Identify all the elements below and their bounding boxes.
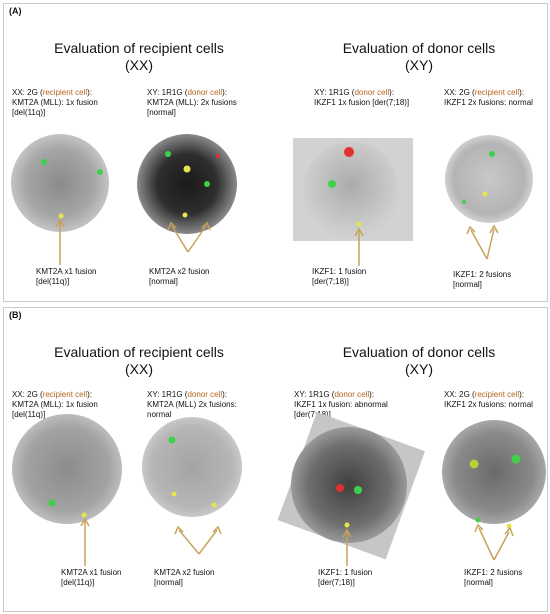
cell-description: XX: 2G (recipient cell): KMT2A (MLL): 1x… — [12, 88, 98, 117]
panel-a: (A) Evaluation of recipient cells (XX) E… — [3, 3, 548, 302]
cell-caption: IKZF1: 2 fusions [normal] — [453, 270, 512, 289]
cell-caption: KMT2A x2 fusion [normal] — [154, 568, 215, 587]
green-signal — [204, 181, 210, 187]
recipient-heading: Evaluation of recipient cells (XX) — [24, 344, 254, 378]
cell-description: XY: 1R1G (donor cell): KMT2A (MLL): 2x f… — [147, 88, 237, 117]
fusion-signal — [482, 191, 488, 197]
cell-caption: IKZF1: 2 fusions [normal] — [464, 568, 523, 587]
heading-title: Evaluation of recipient cells — [54, 344, 224, 360]
green-signal — [48, 499, 56, 507]
fusion-signal — [171, 491, 177, 497]
heading-sub: (XX) — [125, 361, 153, 377]
cell-description: XX: 2G (recipient cell): IKZF1 2x fusion… — [444, 390, 533, 409]
cell-caption: KMT2A x1 fusion [del(11q)] — [36, 267, 97, 286]
green-signal — [165, 151, 171, 157]
green-signal — [462, 200, 466, 204]
green-signal — [354, 486, 362, 494]
heading-title: Evaluation of donor cells — [342, 40, 496, 56]
fusion-signal — [344, 522, 350, 528]
red-signal — [336, 484, 344, 492]
fusion-signal — [211, 502, 217, 508]
green-signal — [475, 517, 481, 523]
heading-sub: (XY) — [405, 57, 433, 73]
green-signal — [328, 180, 336, 188]
cell-description: XY: 1R1G (donor cell): IKZF1 1x fusion [… — [314, 88, 410, 107]
cell-caption: IKZF1: 1 fusion [der(7;18)] — [318, 568, 373, 587]
green-signal — [168, 436, 176, 444]
heading-title: Evaluation of donor cells — [342, 344, 496, 360]
arrow-group — [80, 517, 514, 566]
heading-sub: (XY) — [405, 361, 433, 377]
panel-b: (B) Evaluation of recipient cells (XX) E… — [3, 307, 548, 612]
nucleus-image — [291, 427, 407, 543]
donor-heading: Evaluation of donor cells (XY) — [304, 40, 534, 74]
nucleus-image — [442, 420, 546, 524]
nucleus-image — [142, 417, 242, 517]
red-signal — [344, 147, 354, 157]
panel-label: (A) — [9, 6, 22, 16]
cell-images — [11, 134, 533, 266]
donor-heading: Evaluation of donor cells (XY) — [304, 344, 534, 378]
nucleus-image — [11, 134, 109, 232]
fusion-signal — [356, 221, 362, 227]
cell-caption: KMT2A x1 fusion [del(11q)] — [61, 568, 122, 587]
nucleus-image — [137, 134, 237, 234]
cell-description: XX: 2G (recipient cell): IKZF1 2x fusion… — [444, 88, 533, 107]
heading-title: Evaluation of recipient cells — [54, 40, 224, 56]
green-signal — [511, 454, 521, 464]
cell-description: XY: 1R1G (donor cell): IKZF1 1x fusion: … — [294, 390, 388, 419]
recipient-heading: Evaluation of recipient cells (XX) — [24, 40, 254, 74]
fusion-signal — [469, 459, 479, 469]
green-signal — [97, 169, 103, 175]
green-signal — [489, 151, 495, 157]
fusion-signal — [58, 213, 64, 219]
red-signal — [216, 154, 220, 158]
nucleus-image — [445, 135, 533, 223]
fusion-signal — [183, 165, 191, 173]
panel-label: (B) — [9, 310, 22, 320]
cell-caption: KMT2A x2 fusion [normal] — [149, 267, 210, 286]
cell-images — [12, 411, 546, 566]
cell-description: XY: 1R1G (donor cell): KMT2A (MLL) 2x fu… — [147, 390, 237, 419]
fusion-signal — [182, 212, 188, 218]
arrow-group — [55, 218, 499, 266]
cell-description: XX: 2G (recipient cell): KMT2A (MLL): 1x… — [12, 390, 98, 419]
cell-caption: IKZF1: 1 fusion [der(7;18)] — [312, 267, 367, 286]
fusion-signal — [506, 523, 512, 529]
nucleus-image — [303, 142, 399, 238]
fusion-signal — [81, 512, 87, 518]
nucleus-image — [12, 414, 122, 524]
heading-sub: (XX) — [125, 57, 153, 73]
green-signal — [41, 159, 47, 165]
